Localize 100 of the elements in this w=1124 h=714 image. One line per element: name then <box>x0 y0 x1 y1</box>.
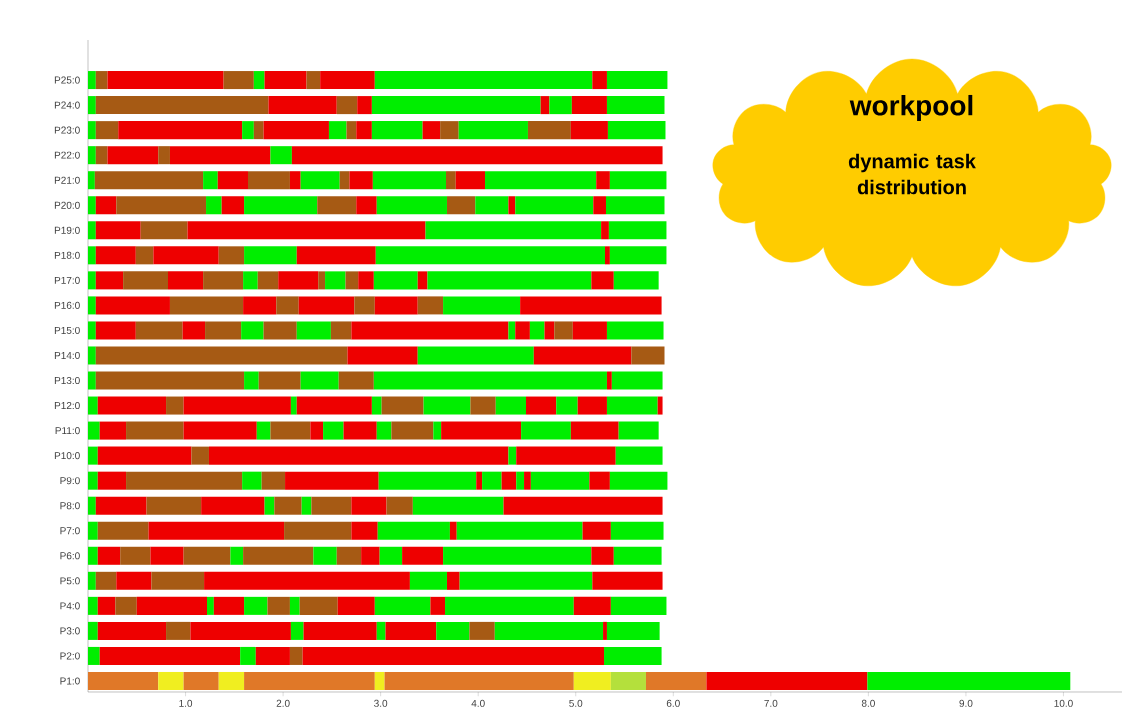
bar <box>120 546 151 565</box>
bar <box>88 496 96 515</box>
x-tick-label: 1.0 <box>179 699 193 707</box>
bar <box>88 221 96 240</box>
bar <box>88 246 96 265</box>
y-tick-label: P23:0 <box>54 126 80 134</box>
y-tick-label: P24:0 <box>54 101 80 109</box>
bar <box>351 496 387 515</box>
bar <box>412 496 504 515</box>
x-tick-label: 5.0 <box>569 699 583 707</box>
bar <box>296 396 372 415</box>
bar <box>508 321 516 340</box>
y-tick-label: P10:0 <box>54 452 80 460</box>
bar <box>603 621 607 640</box>
bar <box>88 421 100 440</box>
bar <box>88 521 98 540</box>
bar <box>373 371 607 390</box>
bar <box>88 396 98 415</box>
bar <box>556 396 578 415</box>
bar <box>606 96 665 115</box>
bar <box>135 321 183 340</box>
bar <box>126 471 243 490</box>
bar <box>443 296 521 315</box>
bar <box>97 396 167 415</box>
bar <box>604 646 662 665</box>
bar <box>187 221 426 240</box>
y-tick-label: P21:0 <box>54 176 80 184</box>
bar <box>508 196 516 215</box>
bar <box>95 246 136 265</box>
bar <box>613 546 662 565</box>
bar <box>99 646 241 665</box>
bar <box>263 121 329 140</box>
bar <box>169 296 244 315</box>
bar <box>123 271 168 290</box>
y-tick-label: P6:0 <box>60 552 80 560</box>
bar <box>610 671 646 690</box>
y-tick-label: P15:0 <box>54 326 80 334</box>
bar <box>88 346 96 365</box>
bar <box>455 171 486 190</box>
bar <box>289 171 301 190</box>
y-tick-label: P20:0 <box>54 201 80 209</box>
bar <box>115 596 137 615</box>
bar <box>427 271 592 290</box>
bar <box>182 321 206 340</box>
bar <box>609 171 667 190</box>
bar <box>530 471 590 490</box>
bar <box>645 671 707 690</box>
bar <box>88 271 96 290</box>
bar <box>516 471 525 490</box>
bar <box>116 196 207 215</box>
bar <box>379 546 403 565</box>
bar <box>88 621 98 640</box>
y-tick-label: P12:0 <box>54 402 80 410</box>
bar <box>301 496 312 515</box>
x-tick-label: 7.0 <box>764 699 778 707</box>
bar <box>371 396 382 415</box>
bar <box>95 496 147 515</box>
bar <box>97 446 192 465</box>
y-tick-label: P14:0 <box>54 351 80 360</box>
bar <box>325 271 346 290</box>
bar <box>605 246 610 265</box>
bar <box>615 446 663 465</box>
bar <box>191 446 209 465</box>
bar <box>97 546 121 565</box>
bar <box>95 321 136 340</box>
bar <box>343 421 377 440</box>
x-tick-label: 4.0 <box>471 699 485 707</box>
bar <box>371 121 423 140</box>
bar <box>606 321 664 340</box>
bar <box>88 571 96 590</box>
bar <box>244 671 375 690</box>
y-tick-label: P2:0 <box>60 652 80 660</box>
bar <box>524 471 531 490</box>
bar <box>88 196 96 215</box>
bar <box>88 71 96 90</box>
bar <box>302 646 605 665</box>
bar <box>88 96 96 115</box>
bar <box>503 496 663 515</box>
bar <box>88 546 98 565</box>
bar <box>298 296 355 315</box>
bar <box>374 671 385 690</box>
bar <box>88 596 98 615</box>
bar <box>136 596 208 615</box>
bar <box>244 596 268 615</box>
bar <box>591 546 614 565</box>
bar <box>609 246 667 265</box>
bar <box>88 671 159 690</box>
y-tick-label: P9:0 <box>60 477 80 485</box>
bar <box>95 296 170 315</box>
bar <box>208 446 509 465</box>
bar <box>183 671 219 690</box>
bar <box>373 271 418 290</box>
bar <box>146 496 202 515</box>
bar <box>99 421 127 440</box>
bar <box>494 621 604 640</box>
bar <box>217 171 248 190</box>
bar <box>573 671 611 690</box>
x-tick-label: 8.0 <box>861 699 875 707</box>
bar <box>88 646 100 665</box>
bar <box>613 271 659 290</box>
